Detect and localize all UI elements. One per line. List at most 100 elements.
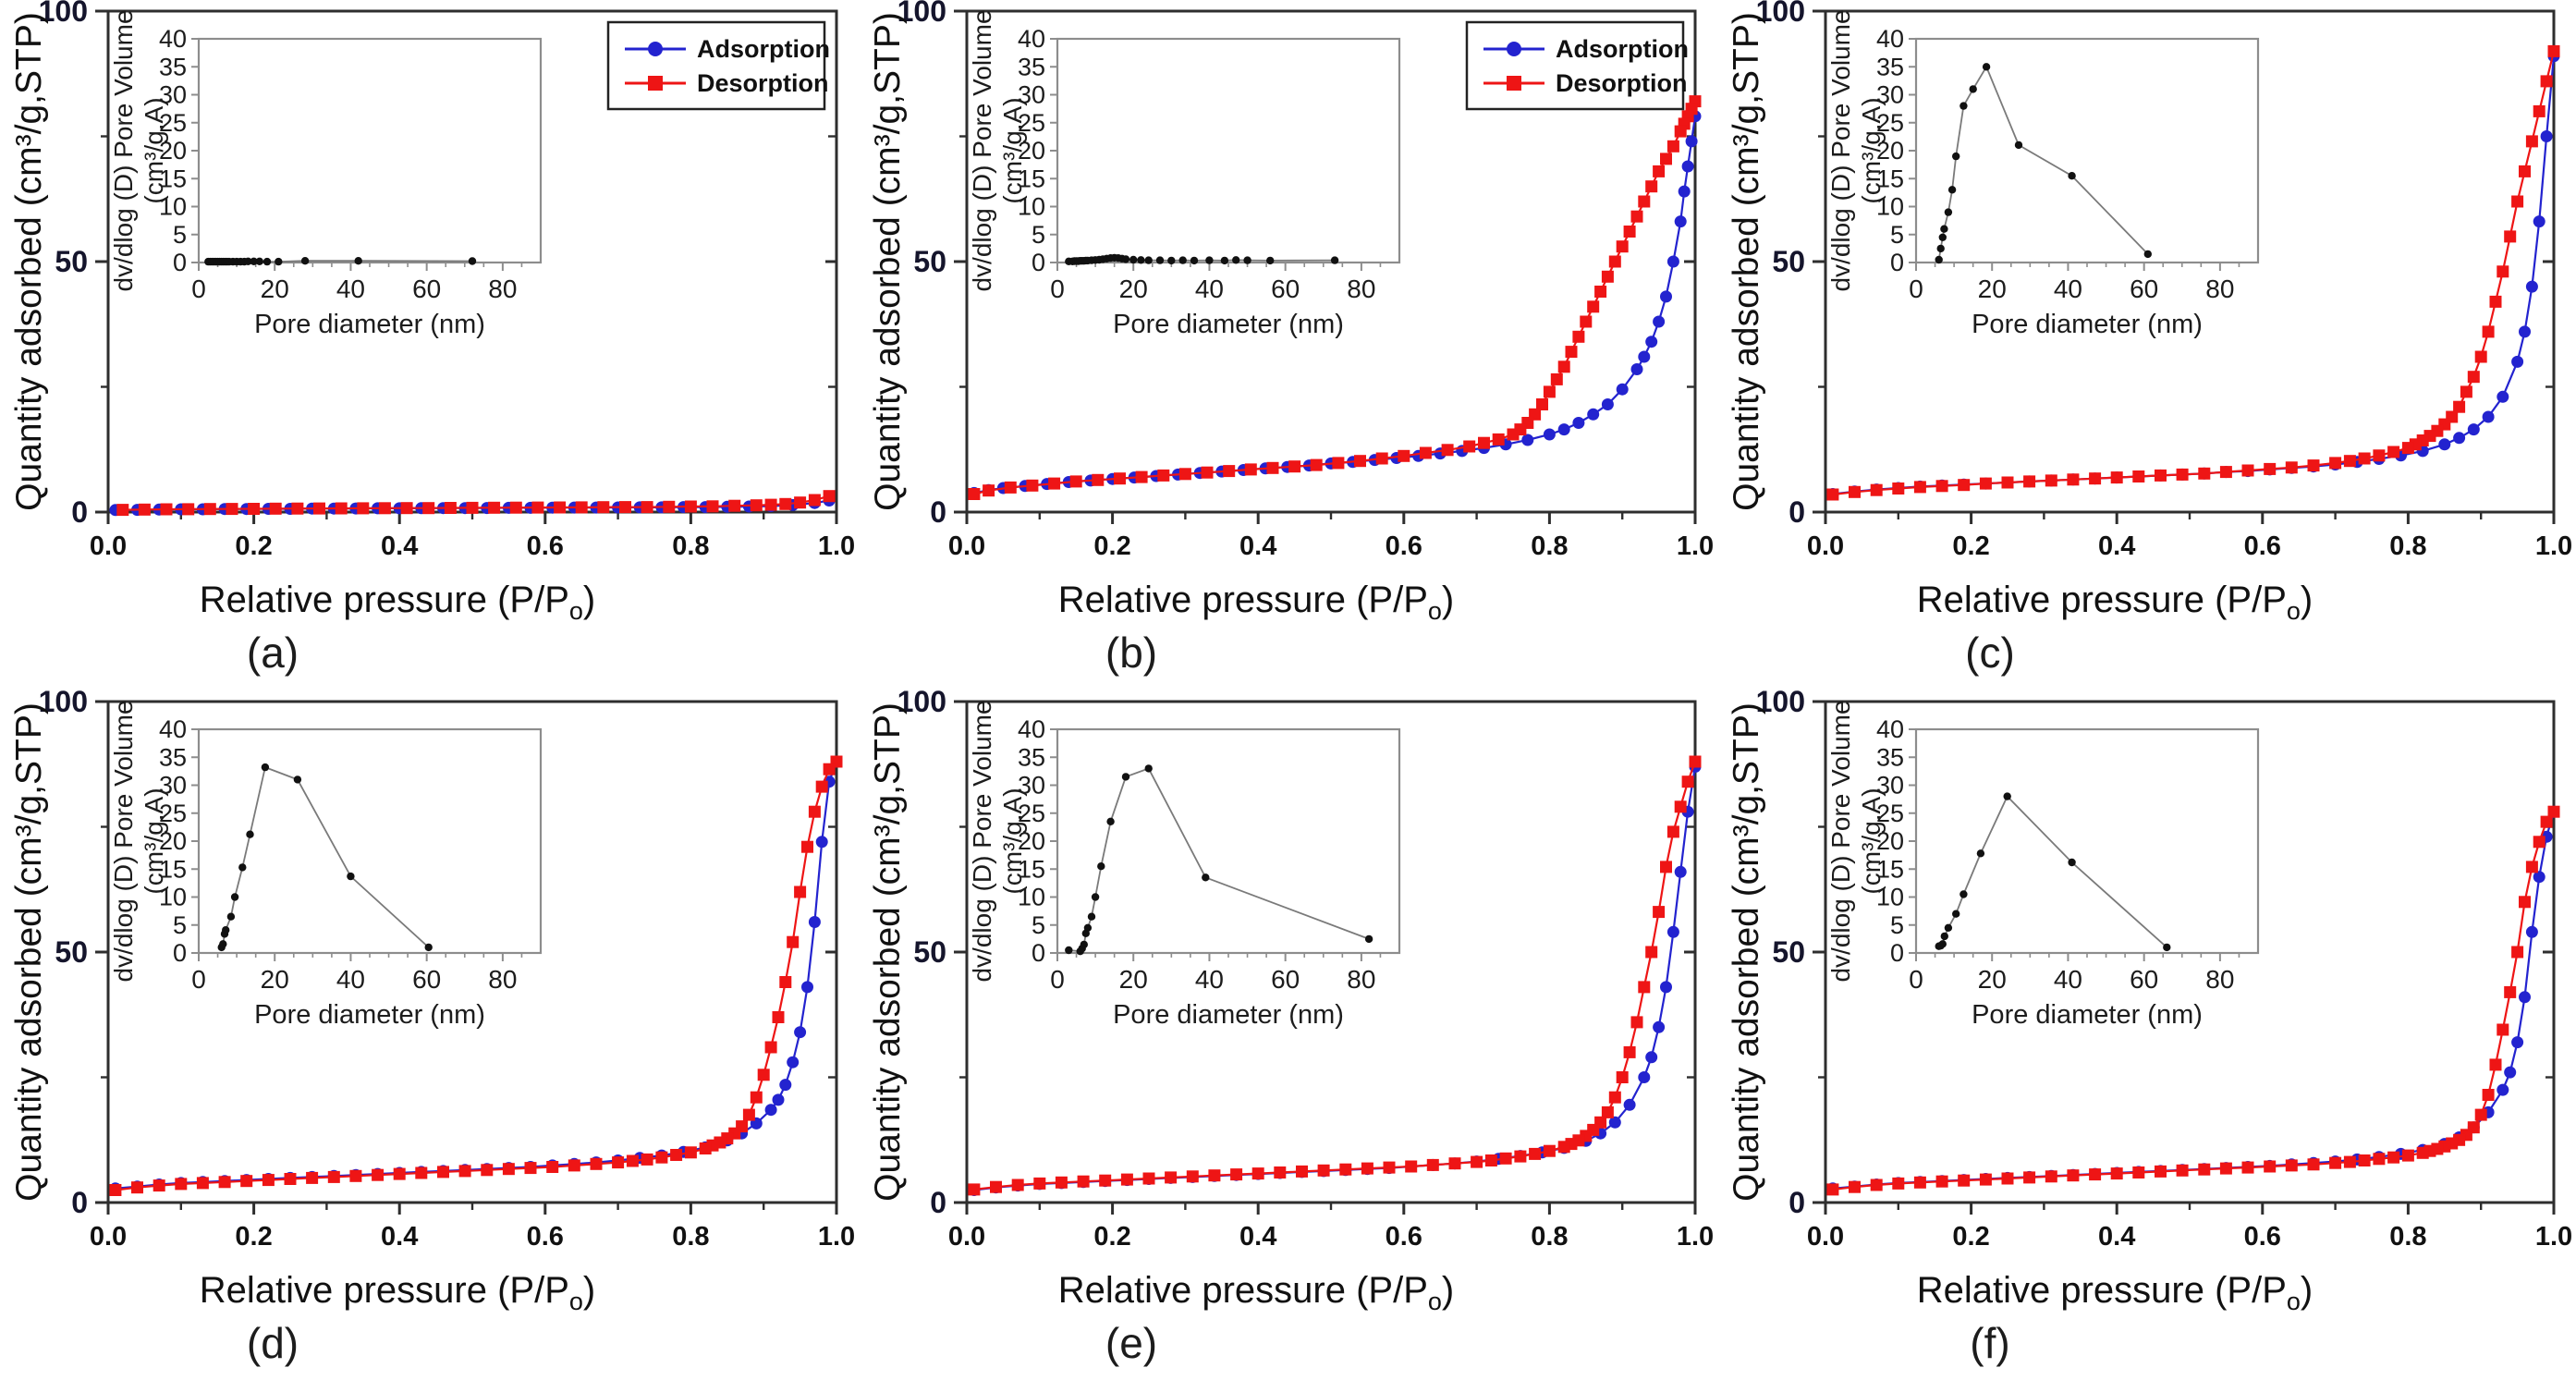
desorption-point bbox=[1550, 372, 1563, 385]
desorption-point bbox=[2198, 467, 2211, 480]
desorption-point bbox=[531, 501, 544, 514]
y-tick-label: 100 bbox=[39, 690, 88, 718]
inset-x-tick-label: 0 bbox=[1050, 275, 1065, 303]
inset-y-tick-label: 25 bbox=[1018, 800, 1045, 827]
desorption-point bbox=[2511, 946, 2524, 959]
inset-x-tick-label: 40 bbox=[1195, 965, 1224, 994]
panel-label: (a) bbox=[247, 629, 299, 677]
x-tick-label: 0.6 bbox=[2244, 531, 2281, 561]
x-tick-label: 0.8 bbox=[1531, 531, 1568, 561]
inset-y-axis-title-line1: dv/dlog (D) Pore Volume bbox=[968, 700, 996, 982]
desorption-point bbox=[1514, 1150, 1527, 1163]
inset-markers bbox=[1065, 764, 1373, 956]
main-series bbox=[1826, 44, 2560, 501]
desorption-point bbox=[554, 501, 567, 514]
panel-b: 0 50 100 0.0 0.2 0.4 0.6 0.8 1.0 Relative pressur… bbox=[859, 0, 1717, 690]
x-tick-label: 0.8 bbox=[672, 531, 709, 561]
desorption-point bbox=[1645, 946, 1658, 959]
inset-y-tick-label: 35 bbox=[159, 53, 187, 80]
inset-y-tick-label: 35 bbox=[1876, 743, 1904, 771]
legend: Adsorption Desorption bbox=[606, 20, 830, 111]
inset-y-tick-label: 40 bbox=[1876, 715, 1904, 743]
adsorption-point bbox=[794, 1026, 807, 1039]
desorption-point bbox=[2533, 104, 2545, 117]
y-tick-label: 100 bbox=[1756, 690, 1805, 718]
x-tick-label: 0.4 bbox=[1239, 1222, 1276, 1252]
desorption-point bbox=[1354, 455, 1366, 468]
y-axis-title: Quantity adsorbed (cm³/g,STP) bbox=[1727, 12, 1766, 511]
inset-y-tick-label: 25 bbox=[159, 800, 187, 827]
desorption-point bbox=[1608, 1091, 1621, 1104]
inset-point bbox=[255, 257, 263, 265]
desorption-point bbox=[2519, 896, 2531, 909]
desorption-point bbox=[1426, 1158, 1439, 1171]
desorption-point bbox=[1870, 1178, 1883, 1191]
desorption-point bbox=[575, 501, 588, 514]
desorption-point bbox=[1120, 1173, 1133, 1186]
inset-point bbox=[468, 257, 477, 265]
desorption-point bbox=[1653, 165, 1666, 177]
adsorption-point bbox=[779, 1079, 792, 1092]
desorption-point bbox=[1979, 1173, 1992, 1186]
desorption-point bbox=[1638, 981, 1651, 994]
desorption-point bbox=[2110, 1167, 2123, 1180]
desorption-point bbox=[2504, 985, 2517, 998]
x-tick-label: 0.8 bbox=[2389, 1222, 2426, 1252]
inset-x-tick-label: 80 bbox=[1347, 965, 1375, 994]
desorption-point bbox=[590, 1157, 603, 1170]
x-tick-label: 0.6 bbox=[527, 531, 564, 561]
desorption-point bbox=[1244, 463, 1257, 476]
inset-y-tick-label: 10 bbox=[159, 193, 187, 221]
inset-markers bbox=[204, 257, 477, 266]
desorption-point bbox=[779, 497, 792, 510]
desorption-point bbox=[2176, 1164, 2189, 1177]
desorption-point bbox=[481, 1164, 494, 1177]
inset-y-tick-label: 20 bbox=[159, 137, 187, 165]
inset-x-tick-label: 20 bbox=[1978, 275, 2007, 303]
desorption-point bbox=[684, 1146, 697, 1159]
main-series bbox=[968, 95, 1702, 500]
desorption-point bbox=[1645, 180, 1658, 193]
inset-point bbox=[1364, 934, 1373, 944]
inset-point bbox=[1137, 256, 1145, 264]
desorption-point bbox=[1296, 1165, 1308, 1178]
desorption-point bbox=[2198, 1163, 2211, 1176]
adsorption-point bbox=[764, 1104, 777, 1117]
desorption-point bbox=[612, 1156, 625, 1169]
inset-x-axis-title: Pore diameter (nm) bbox=[1113, 1000, 1344, 1030]
desorption-point bbox=[2089, 472, 2102, 485]
desorption-point bbox=[2482, 325, 2495, 338]
adsorption-point bbox=[1623, 1098, 1636, 1111]
inset-point bbox=[1106, 817, 1115, 825]
desorption-point bbox=[1251, 1167, 1264, 1180]
desorption-point bbox=[742, 1108, 755, 1121]
desorption-point bbox=[1958, 1174, 1971, 1187]
adsorption-point bbox=[2533, 215, 2545, 228]
inset-point bbox=[1952, 152, 1960, 161]
desorption-point bbox=[2089, 1168, 2102, 1181]
desorption-point bbox=[823, 490, 836, 503]
inset-x-tick-label: 20 bbox=[1119, 965, 1148, 994]
desorption-point bbox=[226, 503, 238, 516]
inset-markers bbox=[217, 763, 433, 952]
desorption-point bbox=[1178, 468, 1191, 481]
desorption-point bbox=[2489, 295, 2502, 308]
inset-point bbox=[2143, 250, 2152, 259]
desorption-point bbox=[1594, 286, 1607, 298]
desorption-point bbox=[1114, 472, 1126, 485]
desorption-point bbox=[1608, 255, 1621, 268]
inset-x-tick-label: 60 bbox=[1271, 965, 1300, 994]
inset-point bbox=[1938, 940, 1947, 948]
desorption-point bbox=[1165, 1171, 1178, 1184]
desorption-point bbox=[1935, 1175, 1948, 1188]
inset-point bbox=[1155, 256, 1165, 264]
desorption-point bbox=[2358, 452, 2371, 465]
inset-point bbox=[1220, 256, 1229, 265]
y-tick-label: 50 bbox=[913, 935, 946, 969]
adsorption-point bbox=[1678, 185, 1691, 198]
desorption-point bbox=[1484, 1154, 1497, 1166]
adsorption-point bbox=[2497, 390, 2509, 403]
desorption-point bbox=[2343, 1155, 2356, 1168]
